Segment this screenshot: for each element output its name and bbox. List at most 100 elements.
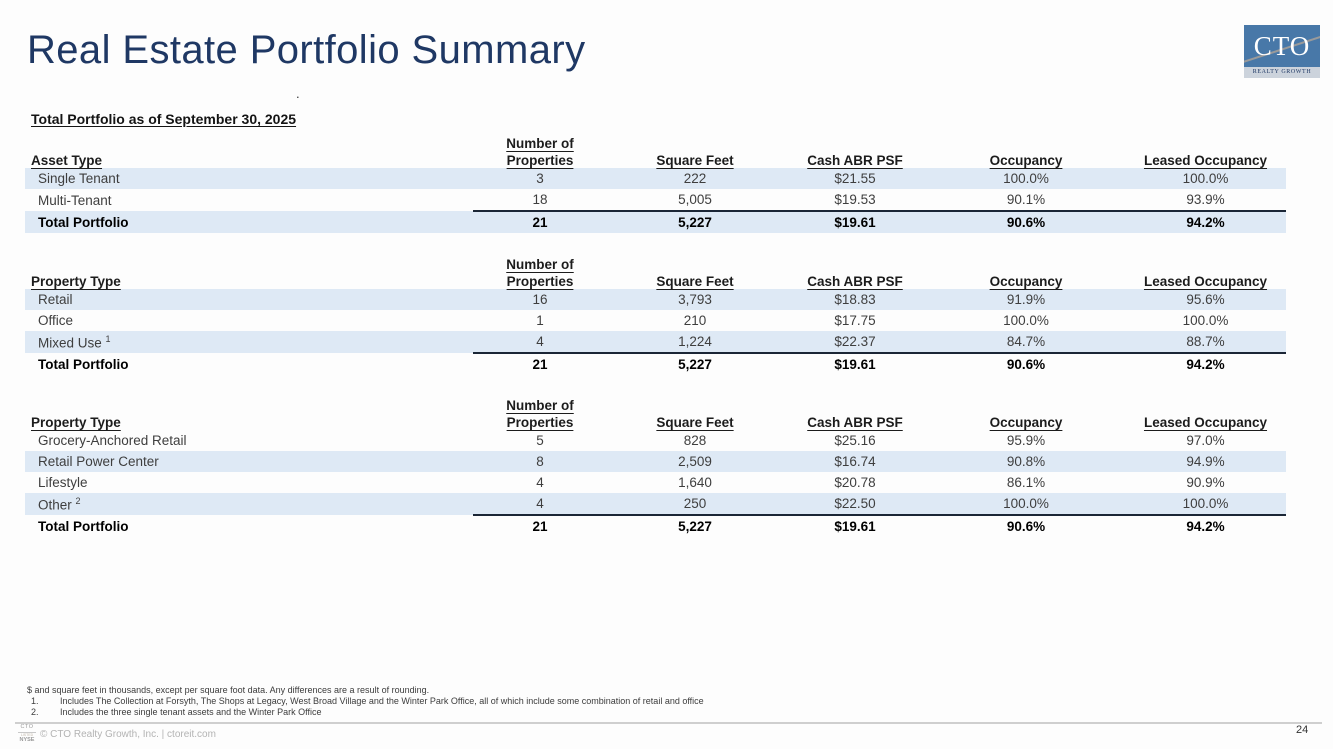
col-header-number-of: Number of xyxy=(506,257,574,272)
table-cell: 1,224 xyxy=(678,334,712,349)
footnote-2-number: 2. xyxy=(31,706,39,717)
table-cell: 90.8% xyxy=(1006,454,1046,469)
asset-type-table: Number of Asset Type Properties Square F… xyxy=(25,134,1286,233)
nyse-listed-badge: CTO LISTED NYSE xyxy=(18,724,36,744)
table-cell: 5,227 xyxy=(607,210,783,233)
table-cell: $19.53 xyxy=(834,192,876,207)
table-row: Grocery-Anchored Retail 5 828 $25.16 95.9% 97… xyxy=(25,430,1286,451)
property-subtype-table: Number of Property Type Properties Squar… xyxy=(25,396,1286,537)
col-header-occupancy: Occupancy xyxy=(989,415,1063,430)
section-heading: Total Portfolio as of September 30, 2025 xyxy=(31,111,297,127)
table-cell: $19.61 xyxy=(783,352,927,375)
table-cell: 18 xyxy=(532,192,548,207)
col-header-cash-abr-psf: Cash ABR PSF xyxy=(807,274,903,289)
table-cell: 4 xyxy=(536,496,544,511)
table-cell: 94.2% xyxy=(1125,210,1286,233)
header-row-top: Number of xyxy=(25,255,1286,272)
table-cell: $18.83 xyxy=(834,292,876,307)
row-label: Multi-Tenant xyxy=(38,192,112,208)
footnote-1: 1. Includes The Collection at Forsyth, T… xyxy=(31,696,1227,707)
header-row-top: Number of xyxy=(25,134,1286,151)
col-header-properties: Properties xyxy=(506,153,574,168)
table-cell: 100.0% xyxy=(1003,171,1049,186)
footnote-2-text: Includes the three single tenant assets … xyxy=(60,706,322,717)
col-header-properties: Properties xyxy=(506,415,574,430)
table-cell: 1,640 xyxy=(678,475,712,490)
stray-period: . xyxy=(296,86,300,101)
table-cell: $19.61 xyxy=(783,210,927,233)
col-header-leased-occupancy: Leased Occupancy xyxy=(1143,274,1268,289)
table-cell: 100.0% xyxy=(1182,496,1229,511)
table-cell: 828 xyxy=(683,433,707,448)
table-cell: 100.0% xyxy=(1182,313,1229,328)
table-cell: 90.6% xyxy=(927,514,1125,537)
row-label: Total Portfolio xyxy=(38,356,129,372)
table-cell: 5,227 xyxy=(607,514,783,537)
table-cell: $17.75 xyxy=(834,313,876,328)
table-cell: 90.6% xyxy=(927,210,1125,233)
col-header-square-feet: Square Feet xyxy=(656,274,734,289)
col-header-properties: Properties xyxy=(506,274,574,289)
table-row: Retail 16 3,793 $18.83 91.9% 95.6% xyxy=(25,289,1286,310)
col-header-square-feet: Square Feet xyxy=(656,153,734,168)
table-cell: $16.74 xyxy=(834,454,876,469)
table-cell: 90.1% xyxy=(1006,192,1046,207)
col-header-occupancy: Occupancy xyxy=(989,153,1063,168)
property-subtype-table-wrap: Number of Property Type Properties Squar… xyxy=(25,396,1286,537)
table-cell: 4 xyxy=(536,334,544,349)
col-header-cash-abr-psf: Cash ABR PSF xyxy=(807,415,903,430)
badge-cto: CTO xyxy=(18,724,36,733)
property-type-table: Number of Property Type Properties Squar… xyxy=(25,255,1286,375)
col-header-occupancy: Occupancy xyxy=(989,274,1063,289)
total-row: Total Portfolio 21 5,227 $19.61 90.6% 94.2% xyxy=(25,514,1286,537)
total-row: Total Portfolio 21 5,227 $19.61 90.6% 94.2% xyxy=(25,210,1286,233)
table-cell: $22.37 xyxy=(834,334,876,349)
table-cell: 100.0% xyxy=(1003,313,1049,328)
col-header-label: Property Type xyxy=(31,274,121,289)
col-header-cash-abr-psf: Cash ABR PSF xyxy=(807,153,903,168)
header-row: Property Type Properties Square Feet Cas… xyxy=(25,413,1286,430)
row-label: Total Portfolio xyxy=(38,518,129,534)
table-cell: 94.9% xyxy=(1186,454,1225,469)
table-cell: 95.9% xyxy=(1006,433,1046,448)
table-cell: 1 xyxy=(536,313,544,328)
cto-logo-mark: CTO xyxy=(1244,25,1320,67)
table-row: Single Tenant 3 222 $21.55 100.0% 100.0% xyxy=(25,168,1286,189)
table-cell: 222 xyxy=(683,171,707,186)
table-cell: 21 xyxy=(473,210,607,233)
table-row: Retail Power Center 8 2,509 $16.74 90.8% 94.9… xyxy=(25,451,1286,472)
footnote-1-number: 1. xyxy=(31,695,39,706)
property-type-table-wrap: Number of Property Type Properties Squar… xyxy=(25,255,1286,375)
footnote-1-text: Includes The Collection at Forsyth, The … xyxy=(60,695,704,706)
table-cell: 21 xyxy=(473,352,607,375)
table-cell: 21 xyxy=(473,514,607,537)
table-cell: $20.78 xyxy=(834,475,876,490)
table-cell: 90.6% xyxy=(927,352,1125,375)
table-cell: 3 xyxy=(536,171,544,186)
table-cell: $19.61 xyxy=(783,514,927,537)
table-cell: 94.2% xyxy=(1125,514,1286,537)
table-cell: 91.9% xyxy=(1006,292,1046,307)
table-cell: $25.16 xyxy=(834,433,876,448)
total-row: Total Portfolio 21 5,227 $19.61 90.6% 94.2% xyxy=(25,352,1286,375)
table-cell: 250 xyxy=(683,496,707,511)
row-label: Retail xyxy=(38,292,73,307)
table-cell: 100.0% xyxy=(1182,171,1229,186)
table-cell: 5 xyxy=(536,433,544,448)
row-label: Other 2 xyxy=(38,495,81,513)
asset-type-table-wrap: Number of Asset Type Properties Square F… xyxy=(25,134,1286,233)
col-header-leased-occupancy: Leased Occupancy xyxy=(1143,153,1268,168)
footnote-reference: 1 xyxy=(105,333,111,344)
table-row: Office 1 210 $17.75 100.0% 100.0% xyxy=(25,310,1286,331)
table-row: Multi-Tenant 18 5,005 $19.53 90.1% 93.9% xyxy=(25,189,1286,211)
table-cell: 210 xyxy=(683,313,707,328)
row-label: Mixed Use 1 xyxy=(38,333,111,351)
table-cell: 8 xyxy=(536,454,544,469)
copyright-text: © CTO Realty Growth, Inc. | ctoreit.com xyxy=(40,729,216,740)
header-row: Asset Type Properties Square Feet Cash A… xyxy=(25,151,1286,168)
table-cell: 93.9% xyxy=(1186,192,1225,207)
table-row: Other 2 4 250 $22.50 100.0% 100.0% xyxy=(25,493,1286,515)
row-label: Retail Power Center xyxy=(38,454,159,469)
row-label: Single Tenant xyxy=(38,171,120,186)
